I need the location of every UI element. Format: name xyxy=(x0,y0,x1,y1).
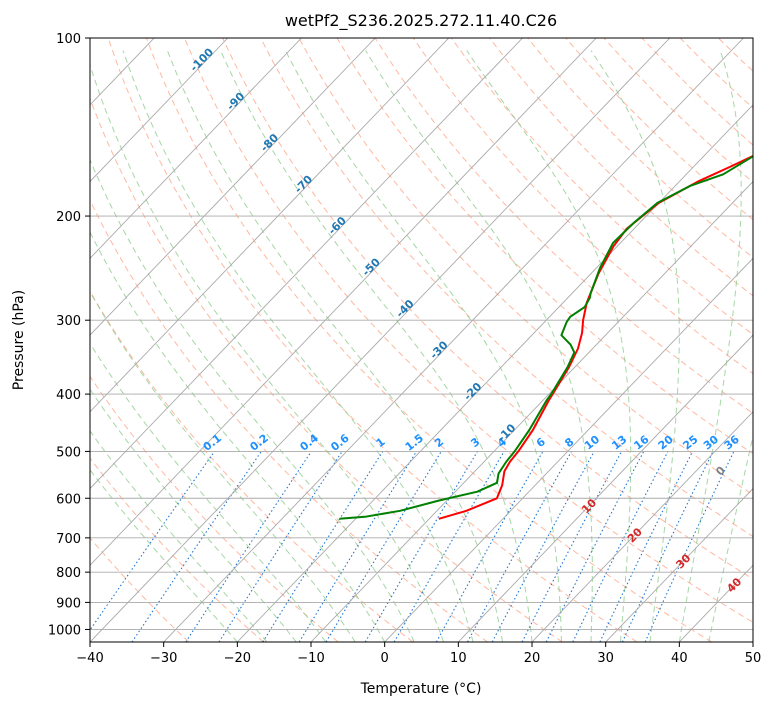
moist-adiabat xyxy=(90,430,268,642)
isotherm-line xyxy=(605,487,753,642)
y-tick-label: 800 xyxy=(56,566,81,581)
dry-adiabat xyxy=(450,38,753,336)
x-tick-label: −10 xyxy=(297,651,324,666)
moist-adiabat xyxy=(166,50,503,642)
moist-adiabat xyxy=(708,433,753,642)
x-tick-label: 40 xyxy=(671,651,688,666)
isotherm-line xyxy=(457,334,753,642)
isotherm-line xyxy=(163,38,744,642)
dry-adiabat xyxy=(90,457,264,642)
x-tick-label: 50 xyxy=(745,651,762,666)
isotherm-line xyxy=(90,38,450,413)
dry-adiabat xyxy=(90,199,488,642)
dry-adiabat xyxy=(222,38,753,580)
plot-frame xyxy=(89,37,754,643)
moist-adiabat xyxy=(122,50,474,642)
mixing-ratio-line xyxy=(435,451,544,642)
isotherm-line xyxy=(752,641,753,642)
moist-adiabat xyxy=(590,50,680,642)
temperature-line xyxy=(438,154,753,520)
moist-adiabat xyxy=(90,231,386,642)
dry-adiabat xyxy=(756,38,775,642)
x-tick-label: 0 xyxy=(381,651,389,666)
x-tick-label: −40 xyxy=(76,651,103,666)
dewpoint-line xyxy=(339,155,753,520)
mixing-ratio-line xyxy=(467,451,572,642)
dry-adiabat xyxy=(145,38,712,642)
x-tick-label: 10 xyxy=(450,651,467,666)
mixing-ratio-line xyxy=(545,451,645,642)
isotherm-line xyxy=(90,38,597,566)
dry-adiabat xyxy=(90,97,563,642)
y-tick-label: 900 xyxy=(56,596,81,611)
y-tick-label: 300 xyxy=(56,314,81,329)
x-tick-label: 30 xyxy=(597,651,614,666)
mixing-ratio-line xyxy=(298,451,417,642)
dry-adiabat xyxy=(374,38,753,414)
isotherm-line xyxy=(90,38,229,183)
x-tick-label: −20 xyxy=(224,651,251,666)
y-tick-label: 500 xyxy=(56,445,81,460)
moist-adiabat xyxy=(90,158,415,642)
isotherm-line xyxy=(90,38,523,490)
isotherm-line xyxy=(90,38,376,336)
mixing-ratio-line xyxy=(185,451,312,642)
moist-adiabat xyxy=(90,63,445,642)
y-tick-label: 1000 xyxy=(48,623,81,638)
moist-adiabat xyxy=(220,50,533,642)
y-axis-title: Pressure (hPa) xyxy=(11,290,27,390)
isotherm-line xyxy=(236,104,753,642)
mixing-ratio-line xyxy=(218,451,343,642)
mixing-ratio-line xyxy=(572,451,669,642)
y-tick-label: 700 xyxy=(56,532,81,547)
x-tick-label: 20 xyxy=(524,651,541,666)
isotherm-line xyxy=(90,38,302,259)
dry-adiabat xyxy=(336,38,753,455)
y-tick-label: 600 xyxy=(56,492,81,507)
mixing-ratio-line xyxy=(131,451,262,642)
x-axis: −40 −30 −20 −10 0 10 20 30 40 50 xyxy=(76,642,761,666)
isotherm-line xyxy=(531,411,753,642)
profiles xyxy=(339,154,753,520)
x-axis-title: Temperature (°C) xyxy=(360,681,482,697)
moist-adiabat xyxy=(90,469,238,642)
y-tick-label: 200 xyxy=(56,210,81,225)
dry-adiabat xyxy=(107,38,638,642)
dry-adiabat xyxy=(298,38,753,496)
isotherm-line xyxy=(90,38,671,642)
y-tick-label: 400 xyxy=(56,388,81,403)
dry-adiabat xyxy=(260,38,753,538)
isotherm-line xyxy=(310,180,753,642)
moist-adiabat xyxy=(90,388,297,642)
mixing-ratio-line xyxy=(90,451,215,632)
y-axis: 100 200 300 400 500 600 700 800 900 1000 xyxy=(48,32,90,638)
dry-adiabat xyxy=(412,38,753,375)
isotherm-line xyxy=(384,257,753,642)
x-tick-label: −30 xyxy=(150,651,177,666)
y-tick-label: 100 xyxy=(56,32,81,47)
plot-background xyxy=(90,38,753,642)
isotherm-line xyxy=(0,38,7,642)
moist-adiabat xyxy=(284,50,562,642)
moist-adiabat xyxy=(678,50,742,642)
isobars xyxy=(90,38,753,630)
moist-adiabat xyxy=(90,290,356,642)
moist-adiabats xyxy=(90,50,753,642)
isotherms xyxy=(0,38,753,642)
dry-adiabat xyxy=(184,38,753,623)
moist-adiabat xyxy=(466,50,632,642)
chart-title: wetPf2_S236.2025.272.11.40.C26 xyxy=(285,11,557,31)
moist-adiabat xyxy=(90,342,327,642)
moist-adiabat xyxy=(365,50,593,642)
dry-adiabat xyxy=(489,38,753,297)
